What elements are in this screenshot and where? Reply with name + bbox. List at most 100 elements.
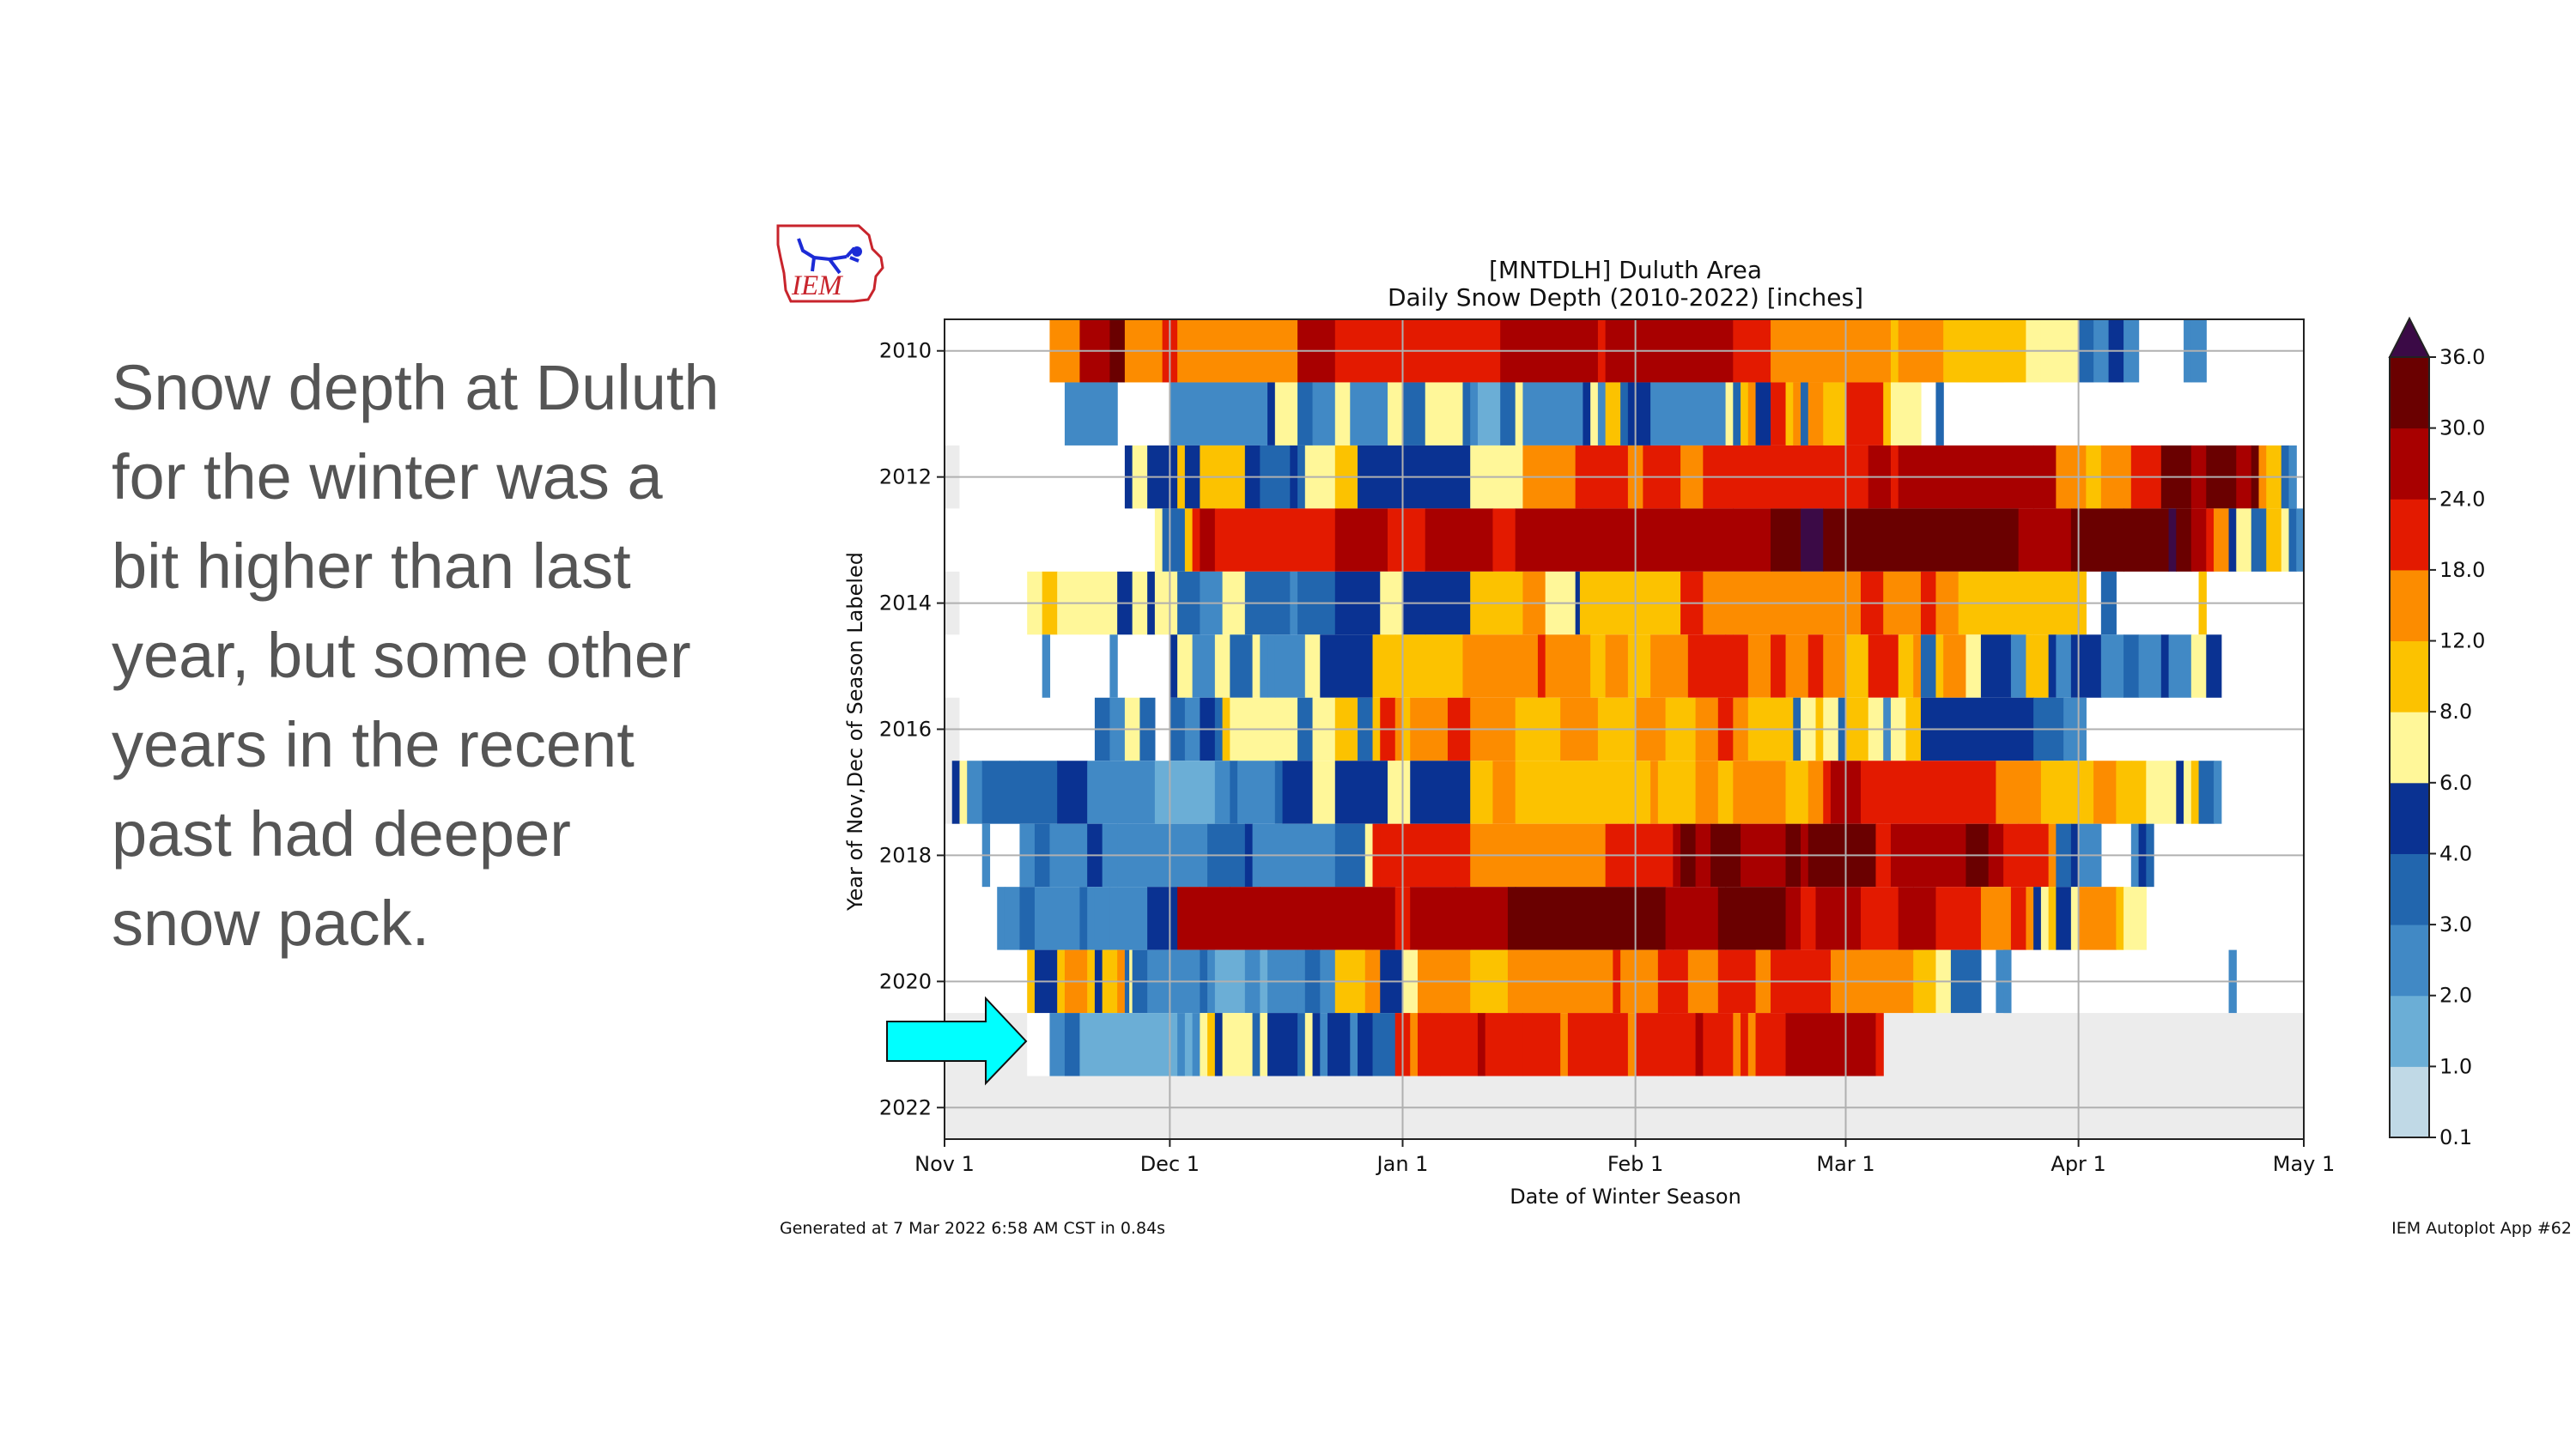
snow-depth-cell xyxy=(1267,382,1276,446)
snow-depth-cell xyxy=(2070,887,2080,950)
snow-depth-cell xyxy=(959,761,968,824)
snow-depth-cell xyxy=(1522,382,1583,446)
snow-depth-cell xyxy=(1230,761,1238,824)
snow-depth-cell xyxy=(1214,1013,1224,1076)
highlight-arrow xyxy=(886,996,1028,1086)
colorbar-extend-arrow xyxy=(2388,316,2431,358)
snow-depth-cell xyxy=(1515,887,1637,950)
snow-depth-cell xyxy=(1680,887,1697,950)
x-tick-label: Nov 1 xyxy=(914,1152,975,1176)
snow-depth-cell xyxy=(1372,1013,1396,1076)
colorbar-tick-label: 24.0 xyxy=(2439,487,2485,511)
snow-depth-cell xyxy=(1845,1013,1869,1076)
colorbar-swatch xyxy=(2390,853,2429,925)
colorbar-tick-label: 6.0 xyxy=(2439,771,2472,795)
snow-depth-cell xyxy=(1477,1013,1486,1076)
snow-depth-cell xyxy=(1492,761,1516,824)
colorbar-tick-label: 2.0 xyxy=(2439,984,2472,1008)
snow-depth-cell xyxy=(1980,634,2012,698)
y-tick-label: 2018 xyxy=(879,843,932,867)
colorbar-swatch xyxy=(2390,427,2429,500)
snow-depth-cell xyxy=(2070,508,2124,572)
snow-depth-cell xyxy=(1019,887,1036,950)
snow-depth-cell xyxy=(1560,1013,1569,1076)
snow-depth-cell xyxy=(1237,761,1276,824)
snow-depth-cell xyxy=(1965,634,1982,698)
snow-depth-cell xyxy=(2116,887,2124,950)
snow-depth-cell xyxy=(1898,887,1914,950)
snow-depth-cell xyxy=(2251,508,2267,572)
colorbar-swatch xyxy=(2390,925,2429,997)
snow-depth-cell xyxy=(1920,634,1937,698)
snow-depth-cell xyxy=(2056,887,2072,950)
snow-depth-cell xyxy=(1996,761,2042,824)
slide-text-line: snow pack. xyxy=(112,888,430,959)
footer-generated: Generated at 7 Mar 2022 6:58 AM CST in 0… xyxy=(780,1219,1165,1238)
colorbar-swatch xyxy=(2390,357,2429,429)
snow-depth-cell xyxy=(1635,887,1667,950)
snow-depth-cell xyxy=(1515,761,1591,824)
y-tick-label: 2010 xyxy=(879,339,932,363)
snow-depth-cell xyxy=(1845,382,1884,446)
snow-depth-cell xyxy=(1680,761,1697,824)
snow-depth-cell xyxy=(1425,1013,1441,1076)
snow-depth-cell xyxy=(1388,508,1426,572)
snow-depth-cell xyxy=(1334,382,1351,446)
snow-depth-cell xyxy=(1807,761,1824,824)
snow-depth-cell xyxy=(1755,382,1771,446)
snow-depth-cell xyxy=(1192,508,1200,572)
snow-depth-cell xyxy=(1192,1013,1200,1076)
colorbar-tick-label: 30.0 xyxy=(2439,416,2485,440)
snow-depth-cell xyxy=(2026,634,2034,698)
y-tick-label: 2014 xyxy=(879,591,932,615)
snow-depth-cell xyxy=(1695,887,1719,950)
snow-depth-cell xyxy=(1477,382,1501,446)
snow-depth-cell xyxy=(1214,634,1224,698)
colorbar-swatch xyxy=(2390,712,2429,784)
snow-depth-cell xyxy=(1312,761,1336,824)
snow-depth-cell xyxy=(2190,761,2200,824)
colorbar-swatch xyxy=(2390,499,2429,571)
snow-depth-cell xyxy=(1252,1013,1261,1076)
snow-depth-cell xyxy=(1958,508,2020,572)
snow-depth-cell xyxy=(2266,508,2282,572)
snow-depth-cell xyxy=(2190,634,2207,698)
snow-depth-cell xyxy=(1522,1013,1561,1076)
iem-state-outline xyxy=(776,224,884,303)
snow-depth-cell xyxy=(1620,382,1629,446)
colorbar-tick-label: 0.1 xyxy=(2439,1125,2472,1149)
snow-depth-cell xyxy=(1890,382,1907,446)
snow-depth-cell xyxy=(1860,761,1884,824)
snow-depth-cell xyxy=(1567,1013,1629,1076)
snow-depth-cell xyxy=(1965,887,1982,950)
colorbar-tick-label: 4.0 xyxy=(2439,841,2472,865)
snow-depth-cell xyxy=(1823,761,1832,824)
snow-depth-cell xyxy=(2040,761,2080,824)
snow-depth-cell xyxy=(1657,761,1681,824)
snow-depth-cell xyxy=(1358,1013,1374,1076)
slide-text-line: bit higher than last xyxy=(112,530,631,602)
snow-depth-cell xyxy=(1222,1013,1254,1076)
snow-depth-cell xyxy=(2123,887,2132,950)
snow-depth-cell xyxy=(1785,1013,1847,1076)
snow-depth-cell xyxy=(1132,761,1156,824)
snow-depth-cell xyxy=(1334,1013,1351,1076)
snow-depth-cell xyxy=(1079,1013,1140,1076)
snow-depth-cell xyxy=(2078,761,2094,824)
snow-depth-cell xyxy=(2033,887,2042,950)
snow-depth-cell xyxy=(1860,887,1899,950)
snow-depth-cell xyxy=(2168,634,2192,698)
snow-depth-cell xyxy=(1462,382,1471,446)
snow-depth-cell xyxy=(1515,508,1583,572)
snow-depth-cell xyxy=(1935,634,1944,698)
snow-depth-cell xyxy=(1192,634,1216,698)
snow-depth-cell xyxy=(1004,887,1021,950)
snow-depth-cell xyxy=(1627,634,1651,698)
snow-depth-cell xyxy=(1755,1013,1787,1076)
colorbar-tick-label: 1.0 xyxy=(2439,1054,2472,1078)
iem-logo: IEM xyxy=(776,224,884,303)
slide-text: Snow depth at Duluth for the winter was a… xyxy=(112,343,764,968)
snow-depth-cell xyxy=(2070,634,2102,698)
snow-depth-cell xyxy=(1312,1013,1321,1076)
